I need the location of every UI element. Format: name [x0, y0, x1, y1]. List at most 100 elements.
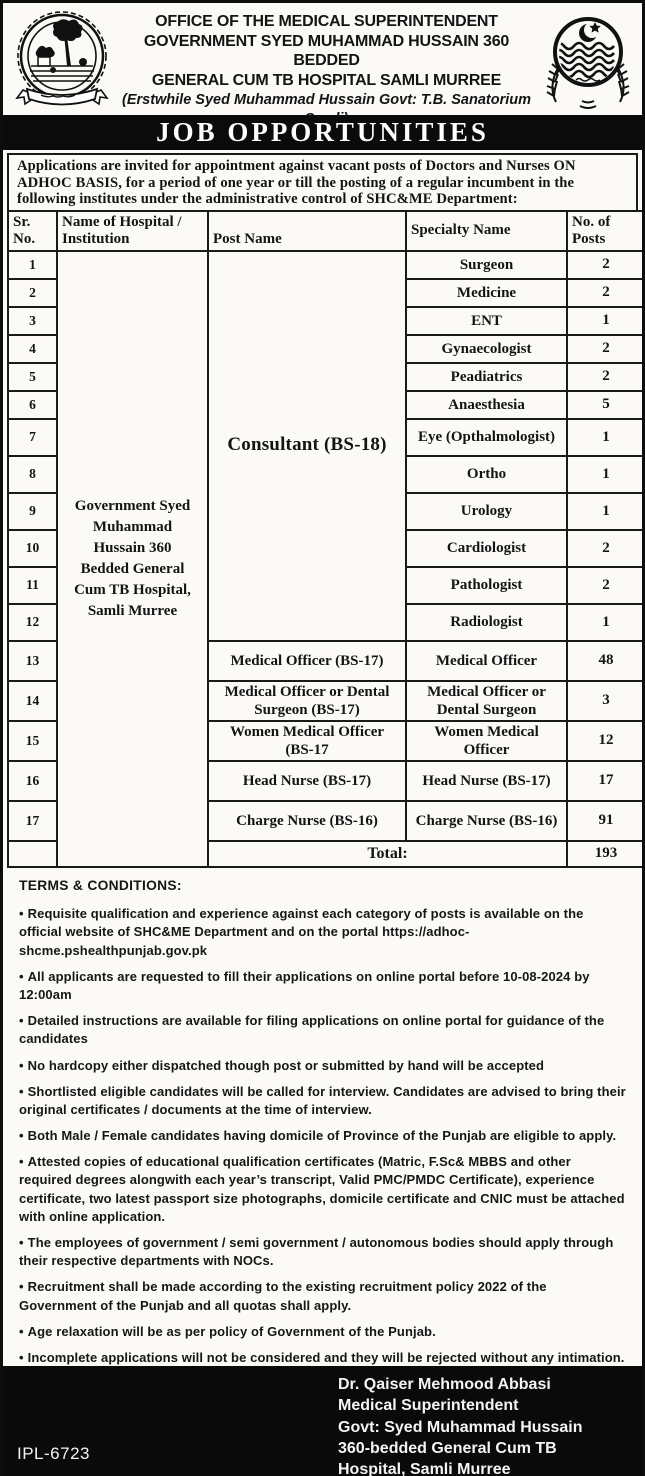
specialty-cell: Medical Officer or Dental Surgeon	[405, 679, 568, 722]
term-item: • Attested copies of educational qualific…	[19, 1153, 626, 1226]
sr-cell: 12	[7, 602, 58, 642]
table-row: 3 ENT 1	[7, 305, 642, 336]
sr-cell: 3	[7, 305, 58, 336]
term-text: Both Male / Female candidates having dom…	[27, 1128, 617, 1144]
sr-cell: 4	[7, 333, 58, 364]
post-cell: Head Nurse (BS-17)	[207, 759, 407, 802]
specialty-cell: Head Nurse (BS-17)	[405, 759, 568, 802]
term-text: Age relaxation will be as per policy of …	[27, 1323, 436, 1339]
table-row: 2 Medicine 2	[7, 277, 642, 308]
sr-cell: 1	[7, 249, 58, 280]
posts-cell: 2	[566, 277, 642, 308]
specialty-cell: Medicine	[405, 277, 568, 308]
specialty-cell: Anaesthesia	[405, 389, 568, 420]
posts-cell: 1	[566, 491, 642, 531]
sr-cell: 5	[7, 361, 58, 392]
specialty-cell: Charge Nurse (BS-16)	[405, 799, 568, 842]
col-header-posts: No. of Posts	[566, 209, 642, 252]
term-item: • No hardcopy either dispatched though po…	[19, 1057, 626, 1075]
term-text: Requisite qualification and experience a…	[19, 906, 584, 958]
hospital-title-2: GENERAL CUM TB HOSPITAL SAMLI MURREE	[151, 71, 502, 89]
total-label: Total:	[207, 839, 568, 868]
total-posts-value: 193	[566, 839, 642, 868]
posts-cell: 5	[566, 389, 642, 420]
hospital-crest-logo	[15, 11, 109, 106]
signatory-org-2: 360-bedded General Cum TB	[338, 1439, 557, 1457]
table-row: 6 Anaesthesia 5	[7, 389, 642, 420]
sr-cell: 9	[7, 491, 58, 531]
specialty-cell: Medical Officer	[405, 639, 568, 682]
terms-section: TERMS & CONDITIONS: • Requisite qualifica…	[3, 868, 642, 1366]
specialty-cell: Peadiatrics	[405, 361, 568, 392]
bullet-icon: •	[19, 1349, 24, 1365]
table-row: 16 Head Nurse (BS-17) Head Nurse (BS-17)…	[7, 759, 642, 802]
hospital-cell: Government Syed Muhammad Hussain 360 Bed…	[56, 249, 209, 868]
posts-cell: 2	[566, 528, 642, 568]
sr-cell: 6	[7, 389, 58, 420]
bullet-icon: •	[19, 1235, 24, 1250]
posts-cell: 91	[566, 799, 642, 842]
table-row: 4 Gynaecologist 2	[7, 333, 642, 364]
sr-cell: 7	[7, 417, 58, 457]
term-item: • Shortlisted eligible candidates will be…	[19, 1083, 626, 1119]
table-header-row: Sr. No. Name of Hospital / Institution P…	[7, 209, 642, 252]
term-item: • Both Male / Female candidates having do…	[19, 1127, 626, 1145]
intro-paragraph: Applications are invited for appointment…	[7, 153, 638, 210]
table-row: 10 Cardiologist 2	[7, 528, 642, 568]
specialty-cell: Eye (Opthalmologist)	[405, 417, 568, 457]
punjab-government-logo	[546, 17, 630, 109]
sr-cell: 15	[7, 719, 58, 762]
consultant-post-cell: Consultant (BS-18)	[207, 249, 407, 642]
terms-title: TERMS & CONDITIONS:	[19, 877, 182, 893]
term-item: • Detailed instructions are available for…	[19, 1012, 626, 1048]
specialty-cell: Pathologist	[405, 565, 568, 605]
intro-text-before: Applications are invited for appointment…	[17, 158, 554, 174]
posts-cell: 17	[566, 759, 642, 802]
table-row: 13 Medical Officer (BS-17) Medical Offic…	[7, 639, 642, 682]
signatory-title: Medical Superintendent	[338, 1397, 519, 1415]
bullet-icon: •	[19, 1279, 24, 1295]
sr-cell: 8	[7, 454, 58, 494]
posts-cell: 1	[566, 417, 642, 457]
bullet-icon: •	[19, 1128, 24, 1144]
specialty-cell: Ortho	[405, 454, 568, 494]
posts-cell: 1	[566, 454, 642, 494]
sr-cell: 14	[7, 679, 58, 722]
table-row: 9 Urology 1	[7, 491, 642, 531]
hospital-title-1: GOVERNMENT SYED MUHAMMAD HUSSAIN 360 BED…	[143, 32, 510, 70]
term-item: • Age relaxation will be as per policy of…	[19, 1323, 626, 1341]
sr-cell: 2	[7, 277, 58, 308]
signature-block: Dr. Qaiser Mehmood Abbasi Medical Superi…	[3, 1366, 642, 1476]
post-cell: Medical Officer or Dental Surgeon (BS-17…	[207, 679, 407, 722]
posts-cell: 2	[566, 361, 642, 392]
term-text: Incomplete applications will not be cons…	[27, 1349, 625, 1365]
table-row: 15 Women Medical Officer (BS-17 Women Me…	[7, 719, 642, 762]
specialty-cell: Women Medical Officer	[405, 719, 568, 762]
footer-band: Dr. Qaiser Mehmood Abbasi Medical Superi…	[3, 1366, 642, 1476]
posts-cell: 2	[566, 565, 642, 605]
specialty-cell: Gynaecologist	[405, 333, 568, 364]
table-row: 11 Pathologist 2	[7, 565, 642, 605]
ipl-code: IPL-6723	[17, 1444, 90, 1463]
term-text: Shortlisted eligible candidates will be …	[19, 1083, 626, 1117]
posts-cell: 2	[566, 333, 642, 364]
table-row: 14 Medical Officer or Dental Surgeon (BS…	[7, 679, 642, 722]
bullet-icon: •	[19, 1057, 24, 1073]
term-text: The employees of government / semi gover…	[19, 1235, 614, 1269]
table-row: 12 Radiologist 1	[7, 602, 642, 642]
job-opportunities-banner: JOB OPPORTUNITIES	[3, 115, 642, 150]
signatory-name: Dr. Qaiser Mehmood Abbasi	[338, 1376, 551, 1393]
specialty-cell: Surgeon	[405, 249, 568, 280]
post-cell: Medical Officer (BS-17)	[207, 639, 407, 682]
col-header-specialty: Specialty Name	[405, 209, 568, 252]
intro-text-bold: ON ADHOC BASIS	[17, 158, 576, 191]
sr-cell-empty	[7, 839, 58, 868]
posts-table: Sr. No. Name of Hospital / Institution P…	[7, 209, 642, 868]
signatory-org-1: Govt: Syed Muhammad Hussain	[338, 1418, 583, 1436]
sr-cell: 17	[7, 799, 58, 842]
col-header-post: Post Name	[207, 209, 407, 252]
sr-cell: 16	[7, 759, 58, 802]
table-row: 7 Eye (Opthalmologist) 1	[7, 417, 642, 457]
term-text: Recruitment shall be made according to t…	[19, 1279, 547, 1313]
